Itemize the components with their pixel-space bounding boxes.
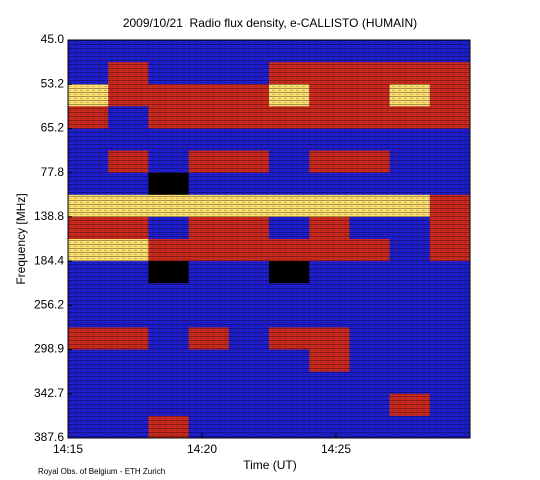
- y-tick-label: 342.7: [34, 386, 64, 400]
- y-axis-label: Frequency [MHz]: [14, 193, 28, 284]
- texture: [68, 40, 470, 438]
- x-tick-label: 14:25: [321, 442, 351, 456]
- y-tick-label: 256.2: [34, 298, 64, 312]
- y-tick-label: 138.8: [34, 209, 64, 223]
- y-tick-label: 387.6: [34, 430, 64, 444]
- x-axis-label: Time (UT): [243, 458, 297, 472]
- x-tick-label: 14:15: [53, 442, 83, 456]
- x-tick-label: 14:20: [187, 442, 217, 456]
- y-tick-label: 298.9: [34, 342, 64, 356]
- footer: Royal Obs. of Belgium - ETH Zurich: [38, 467, 165, 476]
- y-tick-label: 45.0: [41, 32, 65, 46]
- y-tick-label: 65.2: [41, 121, 65, 135]
- chart-title: 2009/10/21 Radio flux density, e-CALLIST…: [123, 16, 417, 30]
- y-tick-label: 53.2: [41, 76, 65, 90]
- y-tick-label: 184.4: [34, 253, 64, 267]
- plot-frame: [67, 39, 471, 439]
- y-tick-label: 77.8: [41, 165, 65, 179]
